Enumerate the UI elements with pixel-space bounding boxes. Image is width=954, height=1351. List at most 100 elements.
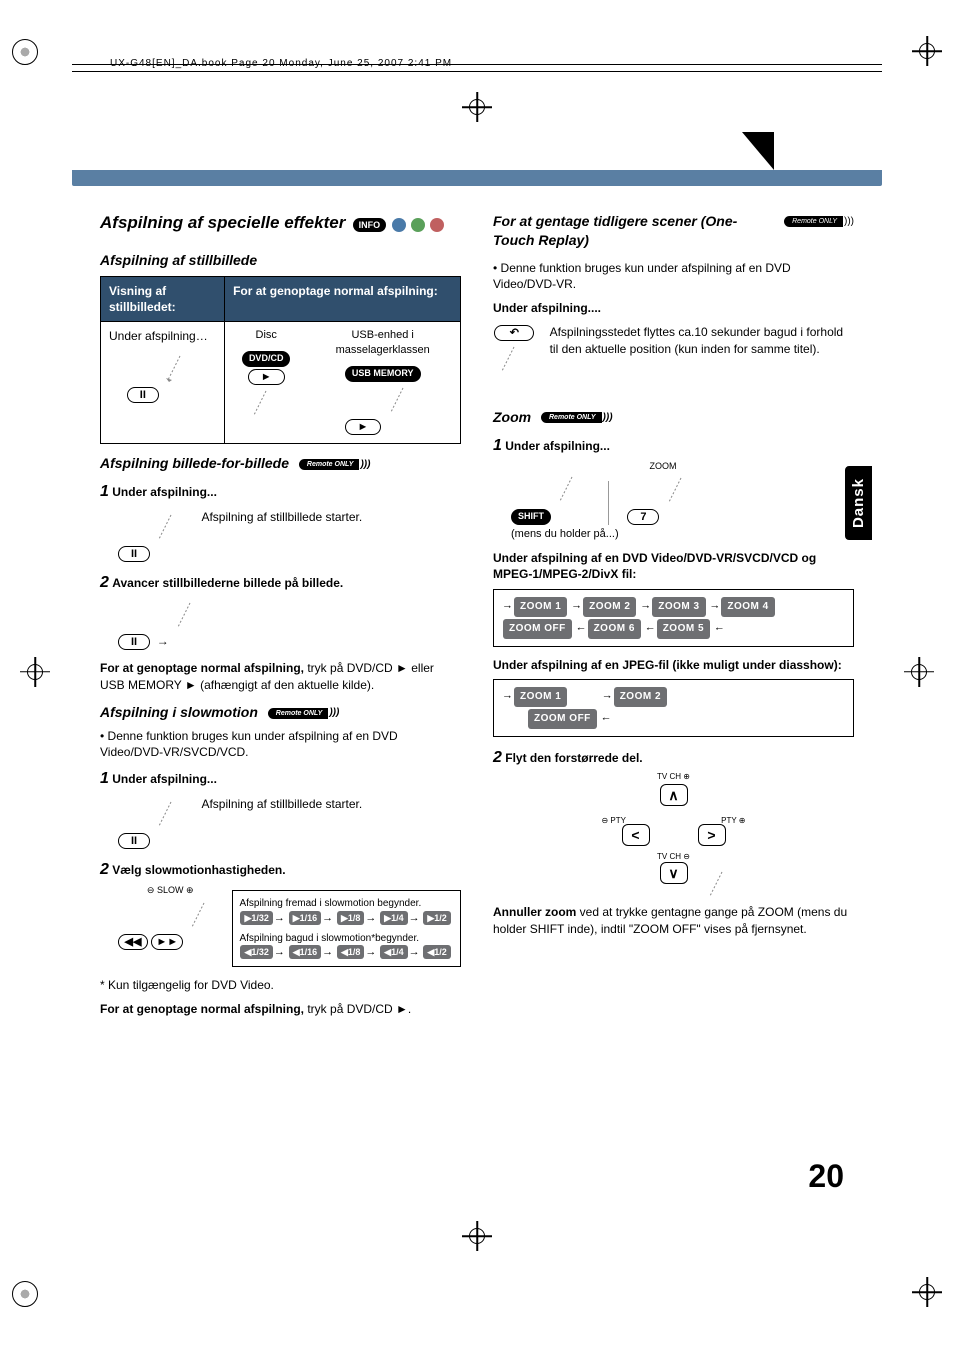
resume-note-2: For at genoptage normal afspilning, tryk…	[100, 1001, 461, 1017]
slow-bullet: • Denne funktion bruges kun under afspil…	[100, 728, 461, 760]
slow-title-text: Afspilning i slowmotion	[100, 704, 258, 720]
frame-section-title: Afspilning billede-for-billede Remote ON…	[100, 454, 461, 473]
remote-only-badge: Remote ONLY)))	[541, 411, 613, 425]
pause-button-icon: II	[118, 833, 150, 849]
left-column: Afspilning af specielle effekter INFO Af…	[100, 212, 461, 1025]
remote-only-badge: Remote ONLY)))	[299, 458, 371, 472]
step1-text: Afspilning af stillbillede starter.	[201, 509, 362, 525]
zoom-jpeg-label: Under afspilning af en JPEG-fil (ikke mu…	[493, 657, 854, 673]
resume-note-a: For at genoptage normal afspilning,	[100, 661, 304, 675]
table-cell-right: Disc DVD/CD ► USB-enhed i masselagerklas…	[225, 322, 461, 444]
dot-blue-icon	[392, 218, 406, 232]
table-header-1: Visning af stillbilledet:	[101, 276, 225, 321]
press-arrow-icon	[385, 382, 421, 430]
cancel-a: Annuller zoom	[493, 905, 576, 919]
right-column: For at gentage tidligere scener (One-Tou…	[493, 212, 854, 1025]
onetouch-diagram: ↶ Afspilningsstedet flyttes ca.10 sekund…	[493, 324, 854, 393]
regmark-mid-bottom	[462, 1221, 492, 1259]
step-1: 1 Under afspilning...	[100, 481, 461, 503]
press-arrow-icon	[162, 350, 198, 398]
step1-label: Under afspilning...	[112, 485, 217, 499]
step-number: 2	[100, 574, 109, 591]
dvdcd-button-icon: DVD/CD	[242, 351, 291, 367]
play-button-icon: ►	[345, 419, 382, 435]
slow-step1-diagram: II Afspilning af stillbillede starter.	[118, 796, 461, 849]
slow-fwd-caption: Afspilning fremad i slowmotion begynder.	[239, 897, 454, 911]
press-arrow-icon	[248, 385, 284, 433]
manual-page: UX-G48[EN]_DA.book Page 20 Monday, June …	[0, 0, 954, 1351]
page-number: 20	[808, 1158, 844, 1195]
regmark-bottom-left	[12, 1278, 38, 1315]
cancel-zoom-note: Annuller zoom ved at trykke gentagne gan…	[493, 904, 854, 936]
under-playback-label: Under afspilning....	[493, 300, 854, 316]
press-arrow-icon	[554, 471, 590, 519]
slow-footnote: * Kun tilgængelig for DVD Video.	[100, 977, 461, 993]
step-number: 1	[100, 483, 109, 500]
zoom-step2-label: Flyt den forstørrede del.	[505, 751, 642, 765]
regmark-mid-top	[462, 92, 492, 130]
zoom-jpeg-sequence: →ZOOM 1 →ZOOM 2 ZOOM OFF ←	[493, 679, 854, 737]
regmark-bottom-right	[912, 1277, 942, 1315]
slow-step1-text: Afspilning af stillbillede starter.	[201, 796, 362, 812]
frame-title-text: Afspilning billede-for-billede	[100, 455, 289, 471]
press-arrow-icon	[663, 472, 699, 520]
still-section-title: Afspilning af stillbillede	[100, 251, 461, 270]
pause-button-icon: II	[127, 387, 159, 403]
regmark-mid-left	[20, 657, 50, 695]
zoom-7-button-icon: 7	[627, 509, 659, 525]
slow-bwd-chips: ◀1/32→ ◀1/16→ ◀1/8→ ◀1/4→ ◀1/2	[239, 945, 454, 960]
regmark-top-right	[912, 36, 942, 74]
cursor-down-button-icon: ∨	[660, 862, 688, 884]
disc-label: Disc	[233, 328, 299, 343]
press-arrow-icon	[704, 866, 740, 914]
regmark-mid-right	[904, 657, 934, 695]
cursor-right-button-icon: >	[698, 824, 726, 846]
remote-only-badge: Remote ONLY)))	[268, 706, 340, 720]
zoom-dvd-sequence: →ZOOM 1 →ZOOM 2 →ZOOM 3 →ZOOM 4 ZOOM OFF…	[493, 589, 854, 647]
onetouch-text: Afspilningsstedet flyttes ca.10 sekunder…	[550, 324, 854, 393]
slow-step1-label: Under afspilning...	[112, 772, 217, 786]
dot-green-icon	[411, 218, 425, 232]
table-cell-left: Under afspilning… II	[101, 322, 225, 444]
page-corner-triangle	[742, 132, 774, 170]
step-number: 1	[493, 437, 502, 454]
fwd-slow-button-icon: ►►	[151, 934, 183, 950]
slow-label: SLOW	[157, 885, 184, 895]
shift-button-icon: SHIFT	[511, 509, 551, 525]
regmark-top-left	[12, 36, 38, 73]
cursor-up-button-icon: ∧	[660, 784, 688, 806]
tvch-plus-label: TV CH ⊕	[657, 772, 690, 783]
pause-button-icon: II	[118, 634, 150, 650]
usbmem-button-icon: USB MEMORY	[345, 366, 421, 382]
ir-icon: )))	[329, 706, 339, 720]
press-arrow-icon	[186, 897, 222, 945]
section-header-bar	[100, 172, 854, 208]
ir-icon: )))	[360, 458, 370, 472]
slow-step-1: 1 Under afspilning...	[100, 768, 461, 790]
step1-diagram: II Afspilning af stillbillede starter.	[118, 509, 461, 562]
still-image-table: Visning af stillbilledet: For at genopta…	[100, 276, 461, 444]
zoom-step-2: 2 Flyt den forstørrede del.	[493, 747, 854, 769]
cursor-left-button-icon: <	[622, 824, 650, 846]
zoom-holding-note: (mens du holder på...)	[511, 527, 854, 542]
zoom-label: ZOOM	[627, 460, 698, 472]
slow-step-2: 2 Vælg slowmotionhastigheden.	[100, 859, 461, 881]
slow-fwd-chips: ▶1/32→ ▶1/16→ ▶1/8→ ▶1/4→ ▶1/2	[239, 911, 454, 926]
header-bookline: UX-G48[EN]_DA.book Page 20 Monday, June …	[110, 58, 452, 69]
onetouch-title: For at gentage tidligere scener (One-Tou…	[493, 212, 772, 250]
onetouch-bullet: • Denne funktion bruges kun under afspil…	[493, 260, 854, 292]
ir-icon: )))	[844, 215, 854, 229]
step-number: 2	[493, 749, 502, 766]
resume-note: For at genoptage normal afspilning, tryk…	[100, 660, 461, 692]
step-number: 2	[100, 861, 109, 878]
slow-step2-label: Vælg slowmotionhastigheden.	[112, 863, 285, 877]
ir-icon: )))	[603, 411, 613, 425]
usb-label: USB-enhed i masselagerklassen	[313, 328, 452, 358]
rev-slow-button-icon: ◀◀	[118, 934, 148, 950]
cursor-pad-diagram: TV CH ⊕ ∧ ⊖ PTY < PTY ⊕ > TV CH ⊖ ∨	[614, 776, 734, 896]
play-button-icon: ►	[248, 369, 285, 385]
resume2-a: For at genoptage normal afspilning,	[100, 1002, 304, 1016]
pause-button-icon: II	[118, 546, 150, 562]
zoom-dvd-label: Under afspilning af en DVD Video/DVD-VR/…	[493, 550, 854, 582]
zoom-section-title: Zoom Remote ONLY)))	[493, 408, 854, 427]
